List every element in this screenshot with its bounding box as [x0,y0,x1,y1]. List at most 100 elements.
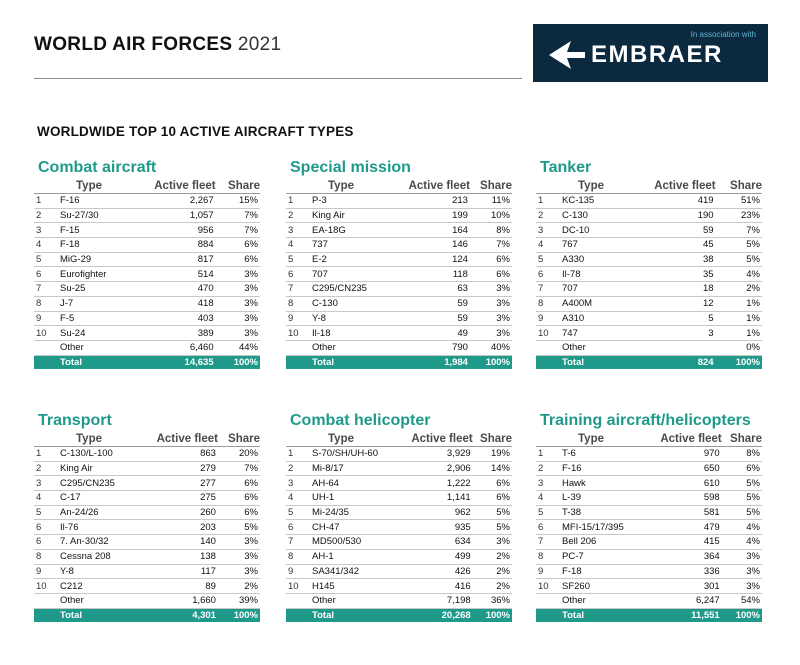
rank-cell: 10 [34,325,52,341]
fleet-cell: 20,268 [397,608,473,623]
type-cell: A400M [554,296,627,312]
fleet-cell: 14,635 [130,355,216,370]
rank-cell: 7 [536,534,554,550]
panel-title: Training aircraft/helicopters [540,412,751,429]
table-header-row: Type Active fleet Share [34,432,260,447]
table-row: Other 6,460 44% [34,340,260,356]
table-row: 4 737 146 7% [286,237,512,253]
table-row: 9 Y-8 117 3% [34,564,260,580]
share-cell: 23% [715,208,762,224]
type-cell: F-16 [554,461,645,477]
type-cell: Il-78 [554,266,627,283]
table-row: 4 767 45 5% [536,237,762,253]
panel-title: Tanker [540,159,592,176]
share-cell: 3% [217,549,260,565]
table-row: 5 MiG-29 817 6% [34,252,260,268]
rank-cell: 3 [286,222,304,239]
share-cell: 3% [215,266,260,283]
type-cell: CH-47 [304,519,398,536]
share-cell: 3% [721,578,762,594]
embraer-logo-icon [549,41,585,69]
table-row: 10 H145 416 2% [286,578,512,594]
rank-cell [536,593,554,609]
fleet-cell: 610 [644,475,722,492]
type-cell: MFI-15/17/395 [554,519,645,536]
share-cell: 0% [715,340,762,356]
col-fleet-header: Active fleet [389,179,470,194]
sponsor-association-text: In association with [690,30,756,39]
fleet-cell: 35 [626,266,716,283]
rank-cell: 7 [34,281,52,297]
type-cell: Y-8 [52,564,138,580]
fleet-cell: 1,984 [389,355,470,370]
col-type-header: Type [52,179,131,194]
table-row: Other 1,660 39% [34,593,260,609]
type-cell: Mi-8/17 [304,461,398,477]
table-row: 1 C-130/L-100 863 20% [34,446,260,462]
title-text: WORLD AIR FORCES [34,34,233,55]
share-cell: 5% [472,519,512,536]
fleet-cell: 403 [130,311,216,327]
type-cell: Other [52,340,131,356]
type-cell: Bell 206 [554,534,645,550]
fleet-cell: 650 [644,461,722,477]
share-cell: 100% [215,355,260,370]
fleet-cell: 3 [626,325,716,341]
table-row: 7 Bell 206 415 4% [536,534,762,550]
type-cell: Total [304,608,398,623]
col-share-header: Share [715,179,762,194]
table-row: 7 Su-25 470 3% [34,281,260,297]
fleet-cell: 49 [389,325,470,341]
fleet-cell: 824 [626,355,716,370]
type-cell: DC-10 [554,222,627,239]
share-cell: 44% [215,340,260,356]
share-cell: 100% [715,355,762,370]
fleet-cell: 63 [389,281,470,297]
fleet-table: Type Active fleet Share 1 F-16 2,267 15% 2 Su-27… [34,179,260,370]
rank-cell: 3 [286,475,304,492]
share-cell: 6% [215,252,260,268]
share-cell: 40% [469,340,512,356]
table-row: Other 7,198 36% [286,593,512,609]
rank-cell: 6 [34,266,52,283]
table-row: 8 Cessna 208 138 3% [34,549,260,565]
rank-cell [536,340,554,356]
rank-cell: 7 [536,281,554,297]
rank-cell: 4 [286,237,304,253]
share-cell: 5% [721,505,762,521]
rank-cell: 3 [536,475,554,492]
title-year: 2021 [237,34,282,55]
rank-cell: 4 [536,490,554,506]
share-cell: 2% [472,578,512,594]
table-row: 10 C212 89 2% [34,578,260,594]
table-row: 8 A400M 12 1% [536,296,762,312]
fleet-cell: 6,247 [644,593,722,609]
type-cell: P-3 [304,193,390,209]
rank-cell: 5 [34,252,52,268]
type-cell: King Air [304,208,390,224]
share-cell: 1% [715,296,762,312]
table-row: 8 AH-1 499 2% [286,549,512,565]
fleet-cell: 2,267 [130,193,216,209]
table-row: Other 790 40% [286,340,512,356]
type-cell: Other [52,593,138,609]
fleet-cell: 5 [626,311,716,327]
rank-cell: 6 [286,266,304,283]
share-cell: 2% [472,564,512,580]
fleet-cell [626,340,716,356]
panel-title: Special mission [290,159,411,176]
rank-cell: 7 [286,281,304,297]
fleet-cell: 117 [137,564,218,580]
table-row: 5 An-24/26 260 6% [34,505,260,521]
type-cell: Other [554,593,645,609]
table-row: 1 P-3 213 11% [286,193,512,209]
fleet-cell: 124 [389,252,470,268]
col-fleet-header: Active fleet [397,432,473,447]
rank-cell: 1 [536,446,554,462]
table-row: 4 UH-1 1,141 6% [286,490,512,506]
type-cell: Other [554,340,627,356]
table-row: 2 Su-27/30 1,057 7% [34,208,260,224]
fleet-cell: 140 [137,534,218,550]
col-rank-header [536,432,554,447]
fleet-cell: 470 [130,281,216,297]
